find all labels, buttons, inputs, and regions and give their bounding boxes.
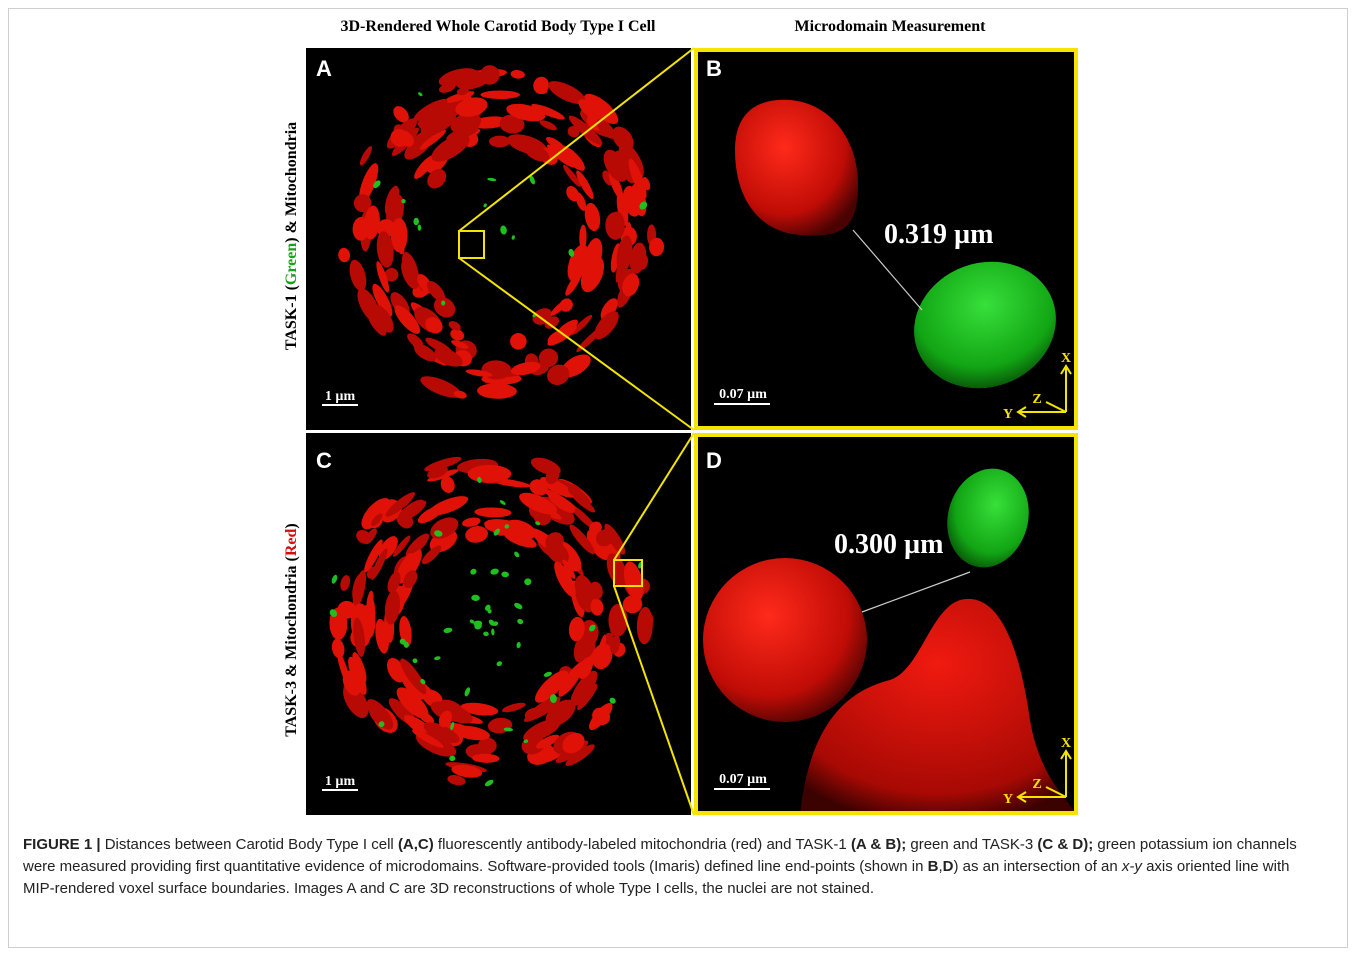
caption-text: (C & D);	[1037, 836, 1093, 853]
figure: 3D-Rendered Whole Carotid Body Type I Ce…	[0, 0, 1356, 830]
row-label: TASK-1 (Green) & Mitochondria	[283, 122, 300, 350]
scale-label: 0.07 µm	[719, 772, 767, 787]
panel-letter: C	[316, 448, 332, 473]
page: 3D-Rendered Whole Carotid Body Type I Ce…	[0, 0, 1356, 955]
panel-letter: D	[706, 448, 722, 473]
blob	[441, 300, 445, 305]
scale-label: 1 µm	[325, 774, 356, 789]
row-label-part: Red	[283, 528, 300, 556]
row-label-part: TASK-1 (	[283, 285, 300, 350]
blob	[608, 604, 627, 637]
axis-letter: Z	[1032, 392, 1041, 407]
caption-text: green and TASK-3	[906, 836, 1037, 853]
caption-text: ) as an intersection of an	[953, 858, 1121, 875]
caption-text: fluorescently antibody-labeled mitochond…	[434, 836, 851, 853]
blob	[468, 465, 512, 483]
caption: FIGURE 1 | Distances between Carotid Bod…	[23, 834, 1323, 900]
blob	[641, 611, 653, 629]
measurement: 0.319 µm	[884, 219, 993, 250]
row-label-part: )	[283, 523, 300, 528]
caption-text: (A & B);	[851, 836, 906, 853]
row-label-part: ) & Mitochondria	[283, 122, 300, 243]
caption-text: x-y	[1122, 858, 1142, 875]
caption-text: Distances between Carotid Body Type I ce…	[101, 836, 398, 853]
scale-label: 1 µm	[325, 389, 356, 404]
axis-letter: Y	[1003, 792, 1013, 807]
column-title: 3D-Rendered Whole Carotid Body Type I Ce…	[341, 18, 657, 35]
row-label-part: TASK-3 & Mitochondria (	[283, 556, 300, 737]
row-label: TASK-3 & Mitochondria (Red)	[283, 523, 300, 736]
axis-letter: Y	[1003, 407, 1013, 422]
caption-text: (A,C)	[398, 836, 434, 853]
panel-letter: A	[316, 56, 332, 81]
blob	[391, 218, 408, 253]
blob	[480, 90, 520, 99]
panel-letter: B	[706, 56, 722, 81]
column-title: Microdomain Measurement	[795, 18, 987, 35]
row-label-part: Green	[283, 243, 300, 285]
blob	[489, 136, 510, 148]
caption-text: FIGURE 1 |	[23, 836, 101, 853]
measurement: 0.300 µm	[834, 529, 943, 560]
axis-letter: Z	[1032, 777, 1041, 792]
scale-label: 0.07 µm	[719, 387, 767, 402]
caption-text: B	[928, 858, 939, 875]
axis-letter: X	[1061, 351, 1071, 366]
axis-letter: X	[1061, 736, 1071, 751]
caption-text: D	[943, 858, 954, 875]
